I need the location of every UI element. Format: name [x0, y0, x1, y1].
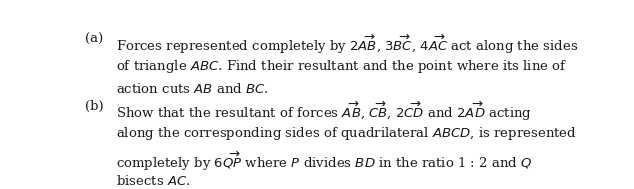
Text: Show that the resultant of forces $\overrightarrow{AB}$, $\overrightarrow{CB}$, : Show that the resultant of forces $\over…	[116, 100, 532, 123]
Text: action cuts $AB$ and $BC$.: action cuts $AB$ and $BC$.	[116, 82, 269, 96]
Text: (b): (b)	[85, 100, 104, 113]
Text: (a): (a)	[85, 33, 103, 46]
Text: Forces represented completely by $2\overrightarrow{AB}$, $3\overrightarrow{BC}$,: Forces represented completely by $2\over…	[116, 33, 578, 56]
Text: completely by $6\overrightarrow{QP}$ where $P$ divides $BD$ in the ratio 1 : 2 a: completely by $6\overrightarrow{QP}$ whe…	[116, 149, 533, 173]
Text: bisects $AC$.: bisects $AC$.	[116, 174, 191, 188]
Text: along the corresponding sides of quadrilateral $ABCD$, is represented: along the corresponding sides of quadril…	[116, 125, 577, 142]
Text: of triangle $ABC$. Find their resultant and the point where its line of: of triangle $ABC$. Find their resultant …	[116, 58, 567, 75]
